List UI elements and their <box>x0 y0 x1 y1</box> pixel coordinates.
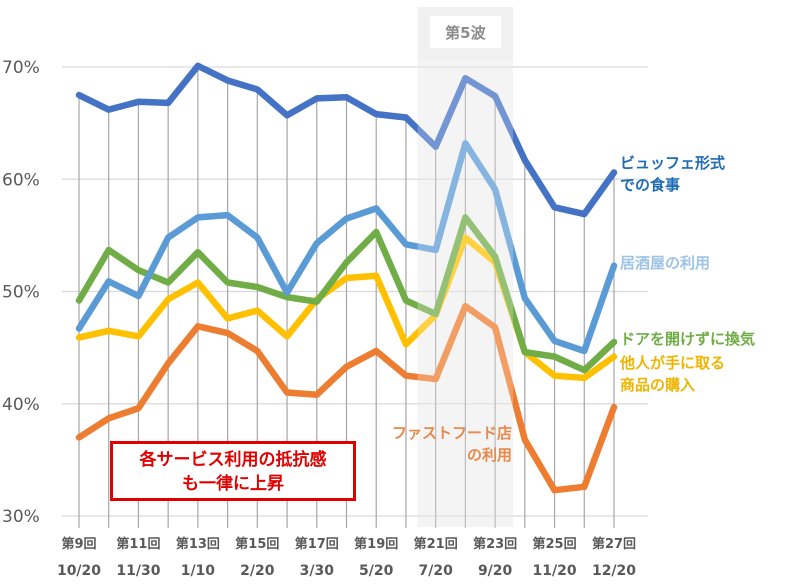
y-tick-label: 40% <box>2 395 40 415</box>
x-tick-round: 第13回 <box>176 536 220 552</box>
x-tick-date: 7/20 <box>418 563 453 579</box>
callout-line-2: も一律に上昇 <box>182 474 284 494</box>
wave-band-overlay <box>417 60 514 530</box>
x-tick-date: 5/20 <box>359 563 394 579</box>
y-tick-label: 50% <box>2 283 40 303</box>
series-label-3: 商品の購入 <box>620 376 695 394</box>
y-tick-label: 70% <box>2 58 40 78</box>
x-axis-ticks: 第9回 10/20 第11回 11/30 第13回 1/10 第15回 2/20 第17回 3/3… <box>57 536 636 579</box>
x-tick-round: 第11回 <box>116 536 160 552</box>
wave-label: 第5波 <box>445 24 486 42</box>
series-label-0: での食事 <box>620 176 680 194</box>
x-tick-round: 第27回 <box>592 536 636 552</box>
y-axis-ticks: 30% 40% 50% 60% 70% <box>2 58 40 527</box>
series-labels: ビュッフェ形式での食事居酒屋の利用ドアを開けずに換気他人が手に取る商品の購入ファ… <box>392 154 755 464</box>
callout-box: 各サービス利用の抵抗感 も一律に上昇 <box>110 441 356 501</box>
series-lines <box>75 60 618 530</box>
x-tick-round: 第21回 <box>414 536 458 552</box>
wave-label-box <box>429 16 502 48</box>
x-tick-date: 1/10 <box>181 563 216 579</box>
series-label-3: 他人が手に取る <box>619 354 725 372</box>
series-label-2: ドアを開けずに換気 <box>620 330 755 348</box>
x-tick-date: 10/20 <box>57 563 101 579</box>
x-tick-date: 12/20 <box>592 563 636 579</box>
x-tick-date: 3/30 <box>300 563 335 579</box>
x-tick-date: 11/30 <box>116 563 160 579</box>
y-tick-label: 30% <box>2 507 40 527</box>
x-tick-date: 11/20 <box>533 563 577 579</box>
series-label-4: ファストフード店 <box>392 424 512 442</box>
x-tick-round: 第15回 <box>235 536 279 552</box>
series-label-1: 居酒屋の利用 <box>620 254 710 272</box>
series-label-4: の利用 <box>467 446 512 464</box>
y-tick-label: 60% <box>2 170 40 190</box>
x-tick-round: 第25回 <box>533 536 577 552</box>
x-tick-date: 2/20 <box>240 563 275 579</box>
callout-line-1: 各サービス利用の抵抗感 <box>139 450 327 470</box>
x-tick-round: 第23回 <box>473 536 517 552</box>
x-tick-round: 第9回 <box>61 536 96 552</box>
x-tick-date: 9/20 <box>478 563 513 579</box>
x-tick-round: 第19回 <box>354 536 398 552</box>
series-label-0: ビュッフェ形式 <box>620 154 725 172</box>
x-tick-round: 第17回 <box>295 536 339 552</box>
